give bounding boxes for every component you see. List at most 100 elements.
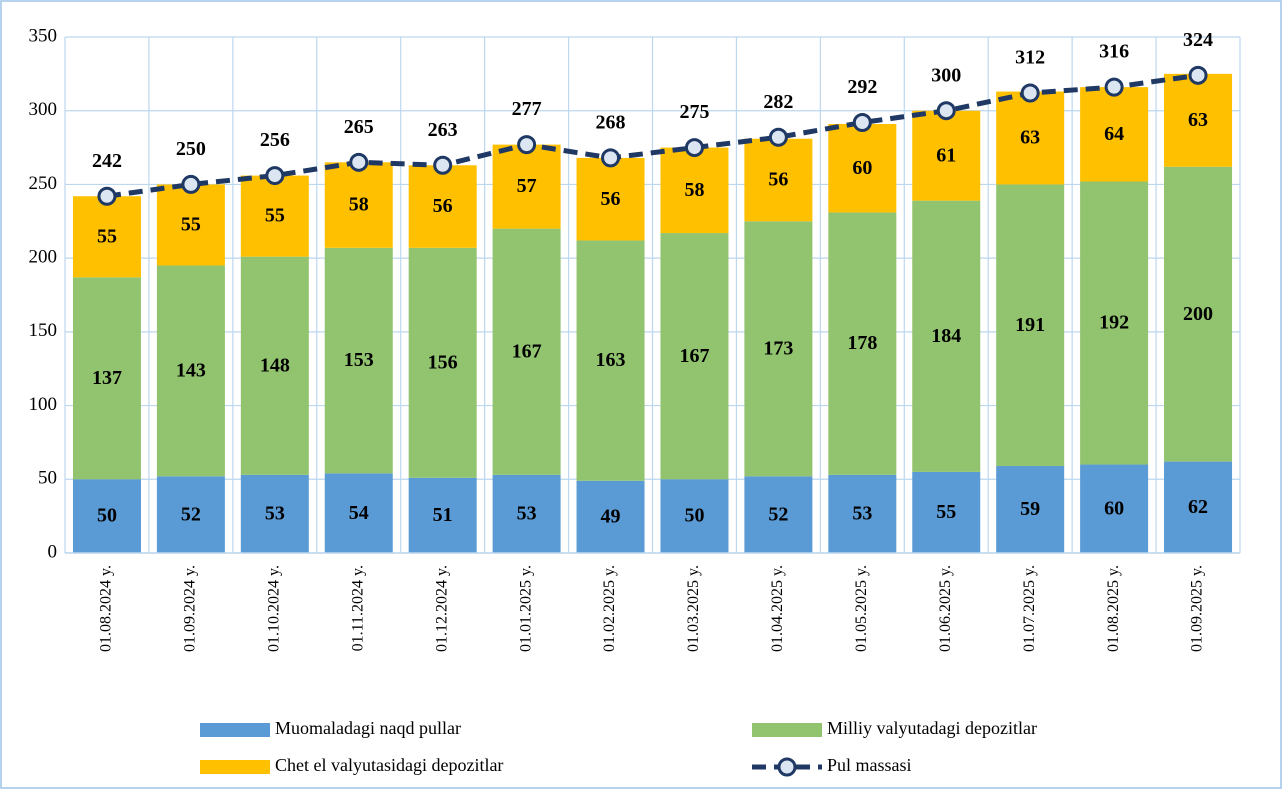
x-tick-label: 01.08.2024 y. [98, 565, 115, 652]
data-label: 63 [1020, 127, 1040, 149]
data-label: 59 [1020, 498, 1040, 520]
x-tick-label: 01.09.2025 y. [1189, 565, 1206, 652]
legend-label: Milliy valyutadagi depozitlar [827, 718, 1037, 738]
data-label: 268 [596, 111, 626, 133]
line-marker [852, 113, 872, 133]
line-marker [1020, 83, 1040, 103]
data-label: 57 [517, 175, 537, 197]
x-tick-label: 01.07.2025 y. [1021, 565, 1038, 652]
bar-segment [576, 480, 645, 553]
legend-label: Chet el valyutasidagi depozitlar [275, 755, 503, 775]
legend-marker [777, 757, 797, 777]
data-label: 256 [260, 129, 290, 151]
line-marker [433, 155, 453, 175]
data-label: 53 [517, 503, 537, 525]
data-label: 167 [679, 345, 709, 367]
bar-segment [240, 474, 309, 553]
data-label: 58 [349, 194, 369, 216]
bar-segment [576, 240, 645, 481]
data-label: 282 [763, 91, 793, 113]
bar-segment [1080, 464, 1149, 553]
bar-segment [828, 123, 897, 213]
line-marker [768, 127, 788, 147]
bar-segment [828, 474, 897, 553]
bar-segment [156, 184, 225, 266]
bar-segment [408, 477, 477, 553]
data-label: 52 [181, 503, 201, 525]
bar-segment [912, 110, 981, 201]
bar-segment [996, 91, 1065, 185]
x-tick-label: 01.10.2024 y. [265, 565, 282, 652]
data-label: 137 [92, 367, 122, 389]
bar-segment [324, 473, 393, 553]
bar-segment [240, 256, 309, 475]
bar-segment [744, 476, 813, 553]
line-marker [517, 135, 537, 155]
data-label: 54 [349, 502, 369, 524]
y-tick-label: 300 [29, 99, 58, 120]
line-marker [97, 186, 117, 206]
bar-segment [492, 144, 561, 229]
data-label: 250 [176, 138, 206, 160]
legend-swatch [200, 723, 270, 737]
data-label: 56 [768, 169, 788, 191]
line-marker [1104, 77, 1124, 97]
data-label: 60 [852, 157, 872, 179]
data-label: 167 [512, 340, 542, 362]
y-tick-label: 350 [29, 25, 58, 46]
data-label: 156 [428, 351, 458, 373]
data-label: 64 [1104, 123, 1124, 145]
data-label: 263 [428, 119, 458, 141]
bar-segment [72, 479, 141, 553]
bar-segment [408, 247, 477, 478]
data-label: 265 [344, 116, 374, 138]
data-label: 153 [344, 349, 374, 371]
data-label: 56 [433, 195, 453, 217]
bar-segment [72, 277, 141, 480]
data-label: 55 [265, 205, 285, 227]
data-label: 52 [768, 503, 788, 525]
bar-segment [576, 157, 645, 241]
data-label: 63 [1188, 109, 1208, 131]
line-marker [265, 166, 285, 186]
data-label: 53 [852, 503, 872, 525]
legend-label: Pul massasi [827, 755, 912, 775]
bar-segment [744, 221, 813, 477]
legend-label: Muomaladagi naqd pullar [275, 718, 461, 738]
data-label: 143 [176, 360, 206, 382]
bar-segment [1164, 73, 1233, 167]
data-label: 51 [433, 504, 453, 526]
bar-segment [744, 138, 813, 222]
legend-swatch [200, 760, 270, 774]
bar-segment [156, 476, 225, 553]
y-tick-label: 100 [29, 394, 58, 415]
bar-segment [660, 479, 729, 553]
data-label: 277 [512, 98, 542, 120]
line-marker [349, 152, 369, 172]
line-marker [181, 174, 201, 194]
line-marker [601, 148, 621, 168]
data-label: 53 [265, 503, 285, 525]
data-label: 55 [97, 225, 117, 247]
bar-segment [72, 196, 141, 278]
data-label: 55 [936, 501, 956, 523]
line-marker [936, 101, 956, 121]
x-tick-label: 01.11.2024 y. [349, 565, 366, 651]
data-label: 292 [847, 76, 877, 98]
bar-segment [660, 233, 729, 480]
data-label: 62 [1188, 496, 1208, 518]
bar-segment [156, 265, 225, 477]
x-tick-label: 01.04.2025 y. [769, 565, 786, 652]
bar-segment [1164, 461, 1233, 553]
data-label: 61 [936, 144, 956, 166]
x-tick-label: 01.03.2025 y. [685, 565, 702, 652]
x-tick-label: 01.12.2024 y. [433, 565, 450, 652]
legend-swatch [752, 723, 822, 737]
x-tick-label: 01.05.2025 y. [853, 565, 870, 652]
y-tick-label: 150 [29, 320, 58, 341]
x-tick-label: 01.01.2025 y. [517, 565, 534, 652]
data-label: 148 [260, 354, 290, 376]
line-marker [684, 138, 704, 158]
data-label: 184 [931, 325, 961, 347]
